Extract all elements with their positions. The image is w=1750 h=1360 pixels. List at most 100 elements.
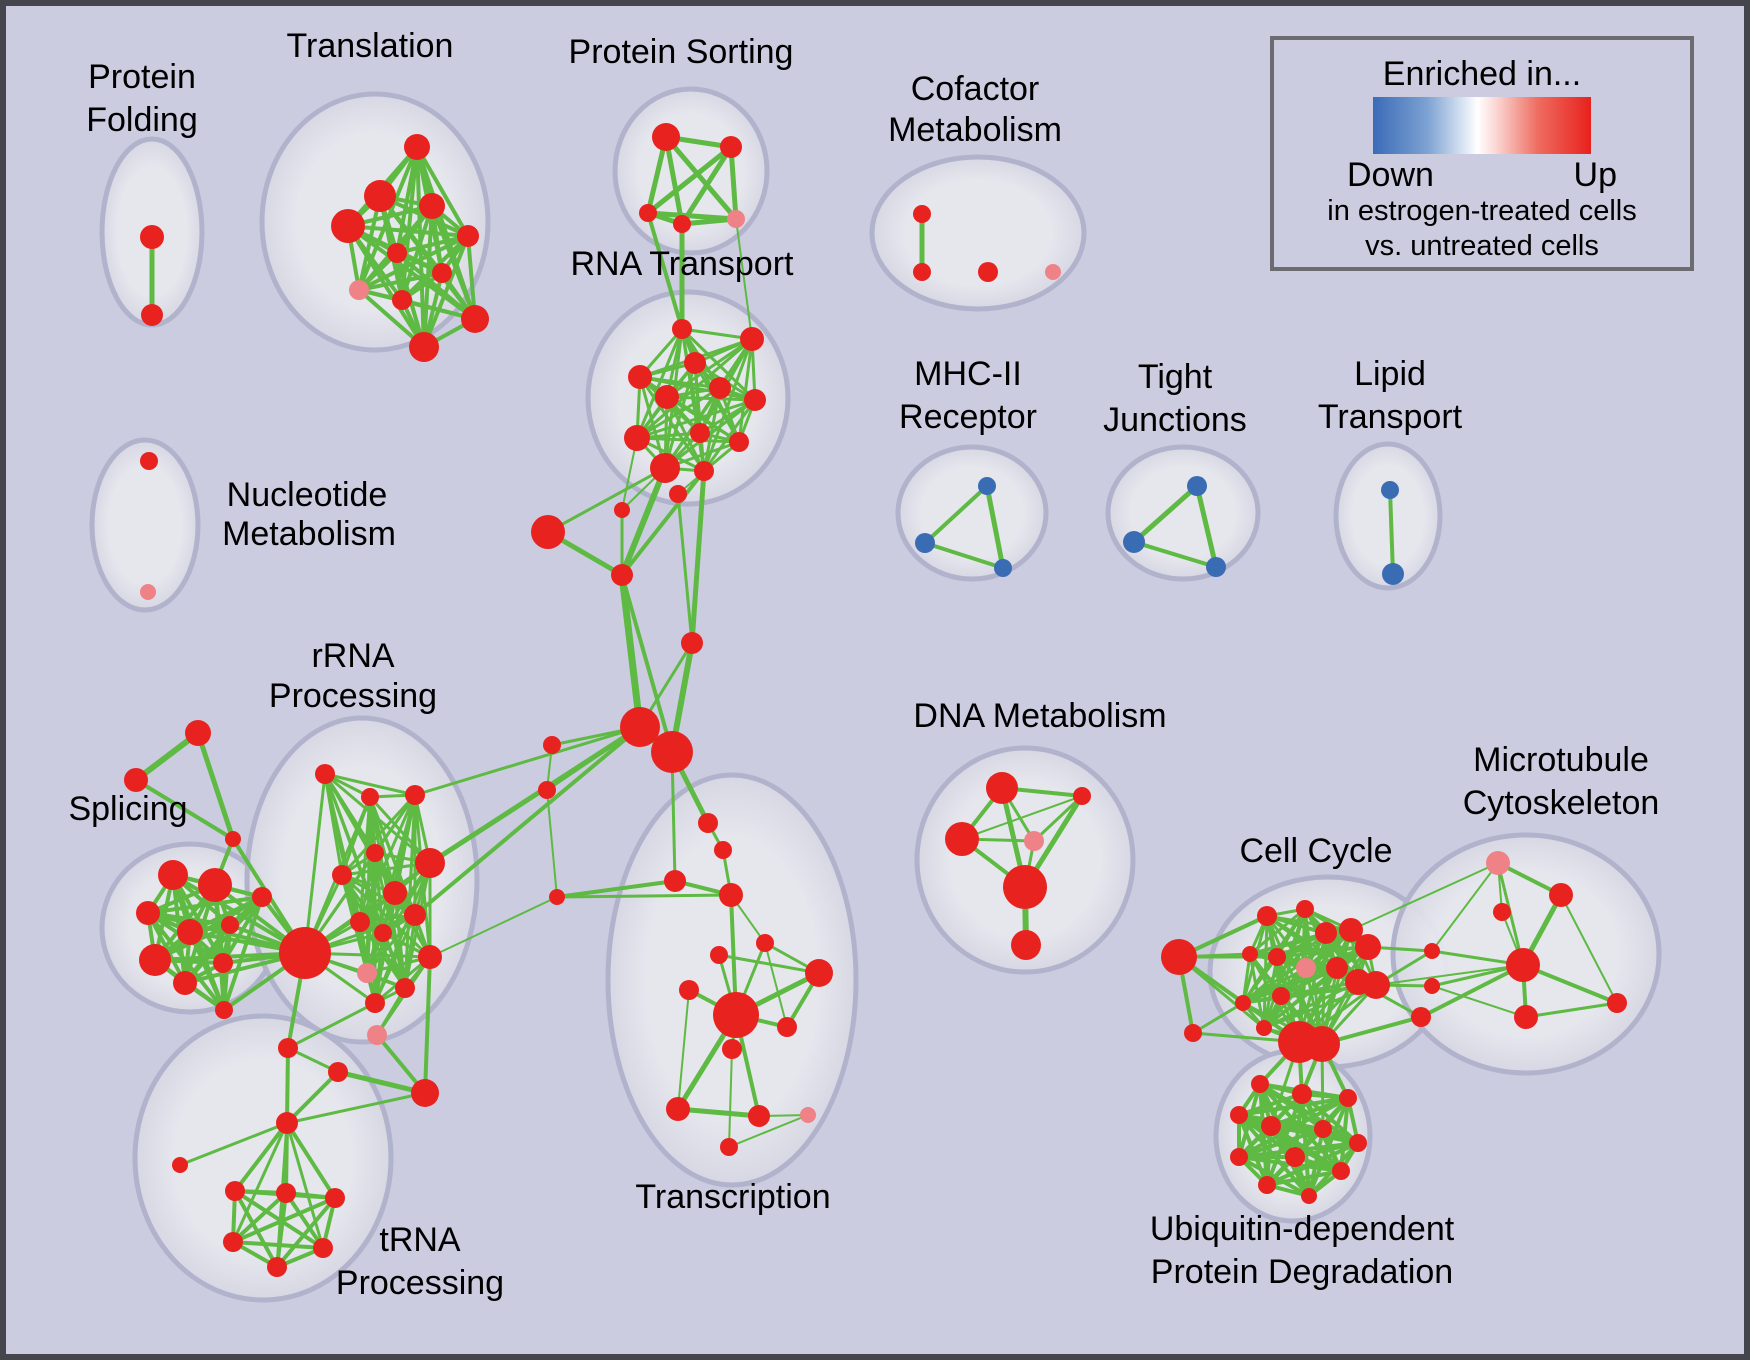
node-m6: [538, 781, 556, 799]
node-r6: [709, 377, 731, 399]
node-nm1: [140, 452, 158, 470]
node-s1: [652, 123, 680, 151]
node-tc6: [710, 946, 728, 964]
edge-r7-r12: [702, 399, 757, 472]
edge-t4-t5: [347, 224, 469, 238]
edge-u5-u7: [1270, 1124, 1359, 1145]
node-cc3: [1315, 922, 1337, 944]
cluster-ellipse-lipid-transport: [1333, 441, 1443, 591]
cluster-label-translation-line1: Translation: [287, 27, 454, 65]
node-r11: [650, 453, 680, 483]
node-tc12: [748, 1105, 770, 1127]
node-rrK: [374, 924, 392, 942]
edge-r7-r9: [636, 398, 756, 440]
node-b3: [1411, 1007, 1431, 1027]
node-tc9: [777, 1017, 797, 1037]
node-cc6: [1242, 946, 1258, 962]
edge-b1-mtP: [1431, 862, 1499, 952]
edge-m7-tc4: [556, 893, 732, 899]
edge-rrJ-rrM: [365, 914, 417, 974]
node-cc8: [1326, 957, 1348, 979]
edge-mt3-mt4: [1525, 1001, 1618, 1019]
edge-rrS-h3: [285, 1121, 337, 1200]
node-ccH2: [1304, 1026, 1340, 1062]
node-ccLs: [1184, 1024, 1202, 1042]
edge-r2-r12: [702, 338, 754, 472]
node-mtH: [1506, 948, 1540, 982]
node-rrB: [361, 788, 379, 806]
node-m2: [669, 485, 687, 503]
node-u12: [1301, 1188, 1317, 1204]
edge-r4-r11: [638, 376, 667, 469]
edge-r12-m3: [620, 469, 706, 577]
node-u2: [1292, 1084, 1312, 1104]
node-rrD: [366, 844, 384, 862]
edge-hub1-rrC: [414, 725, 641, 797]
node-d6: [1011, 930, 1041, 960]
node-pf1: [140, 225, 164, 249]
edge-tc10-tc14: [728, 1048, 733, 1148]
edge-t3-t10: [430, 205, 477, 320]
edge-rrO-rrP: [287, 1001, 376, 1050]
node-sp5: [177, 919, 203, 945]
edge-r2-r10: [737, 338, 754, 443]
node-u3: [1339, 1089, 1357, 1107]
edge-u3-u4: [1238, 1096, 1349, 1117]
edge-r4-r12: [638, 376, 706, 472]
edge-u10-u11: [1266, 1169, 1342, 1187]
node-nm2: [140, 584, 156, 600]
node-cc2: [1296, 900, 1314, 918]
node-t3: [419, 193, 445, 219]
edge-h2-h5: [284, 1191, 325, 1250]
edge-r4-r7: [639, 375, 756, 402]
edge-s2-s5: [728, 146, 739, 220]
edge-u4-u11: [1237, 1114, 1269, 1186]
edge-h1-h6: [233, 1190, 279, 1268]
edge-rrL-rrR: [423, 956, 432, 1094]
edge-tc9-tc5: [764, 942, 788, 1028]
node-lp2: [1382, 563, 1404, 585]
node-rrL: [418, 945, 442, 969]
node-b1: [1424, 943, 1440, 959]
node-ccL: [1161, 939, 1197, 975]
edge-hub2-tc3: [670, 751, 677, 882]
node-d5: [1003, 865, 1047, 909]
edge-rrR-rrS: [286, 1091, 426, 1125]
node-sp4: [136, 901, 160, 925]
edge-m3-hub2: [620, 574, 674, 753]
node-m3: [611, 564, 633, 586]
node-m1: [614, 502, 630, 518]
cluster-label-nucleotide-metabolism-line2: Metabolism: [222, 515, 396, 553]
cluster-label-transcription-line1: Transcription: [635, 1178, 830, 1216]
edge-mh1-mh2: [923, 484, 989, 545]
node-cc12: [1272, 987, 1290, 1005]
node-b2: [1424, 978, 1440, 994]
edge-u6-u8: [1238, 1127, 1324, 1159]
node-sp10: [215, 1001, 233, 1019]
node-tc7: [805, 959, 833, 987]
node-tc13: [800, 1107, 816, 1123]
node-u10: [1332, 1162, 1350, 1180]
node-r1: [672, 319, 692, 339]
node-m7: [549, 889, 565, 905]
edge-tc14-tc13: [728, 1114, 809, 1148]
legend-gradient-bar: [1373, 97, 1591, 154]
edge-rrP-rrS: [285, 1047, 290, 1124]
cluster-label-microtubule-cytoskeleton-line1: Microtubule: [1473, 741, 1649, 779]
cluster-label-lipid-transport-line2: Transport: [1318, 398, 1463, 436]
node-rrJ: [404, 904, 426, 926]
edge-rrS-h5: [285, 1122, 325, 1249]
edge-cc8-cc11: [1242, 966, 1338, 1005]
edge-t5-t6: [396, 234, 469, 255]
node-r3: [684, 352, 706, 374]
edge-r5-r10: [666, 395, 740, 444]
cluster-label-cofactor-metabolism-line1: Cofactor: [911, 70, 1040, 108]
edge-cc6-cc11: [1241, 953, 1252, 1004]
node-ln1: [172, 1157, 188, 1173]
edge-s5-r2: [735, 218, 753, 340]
node-lp1: [1381, 481, 1399, 499]
cluster-label-rna-transport-line1: RNA Transport: [571, 245, 795, 283]
node-ccP: [1296, 958, 1316, 978]
